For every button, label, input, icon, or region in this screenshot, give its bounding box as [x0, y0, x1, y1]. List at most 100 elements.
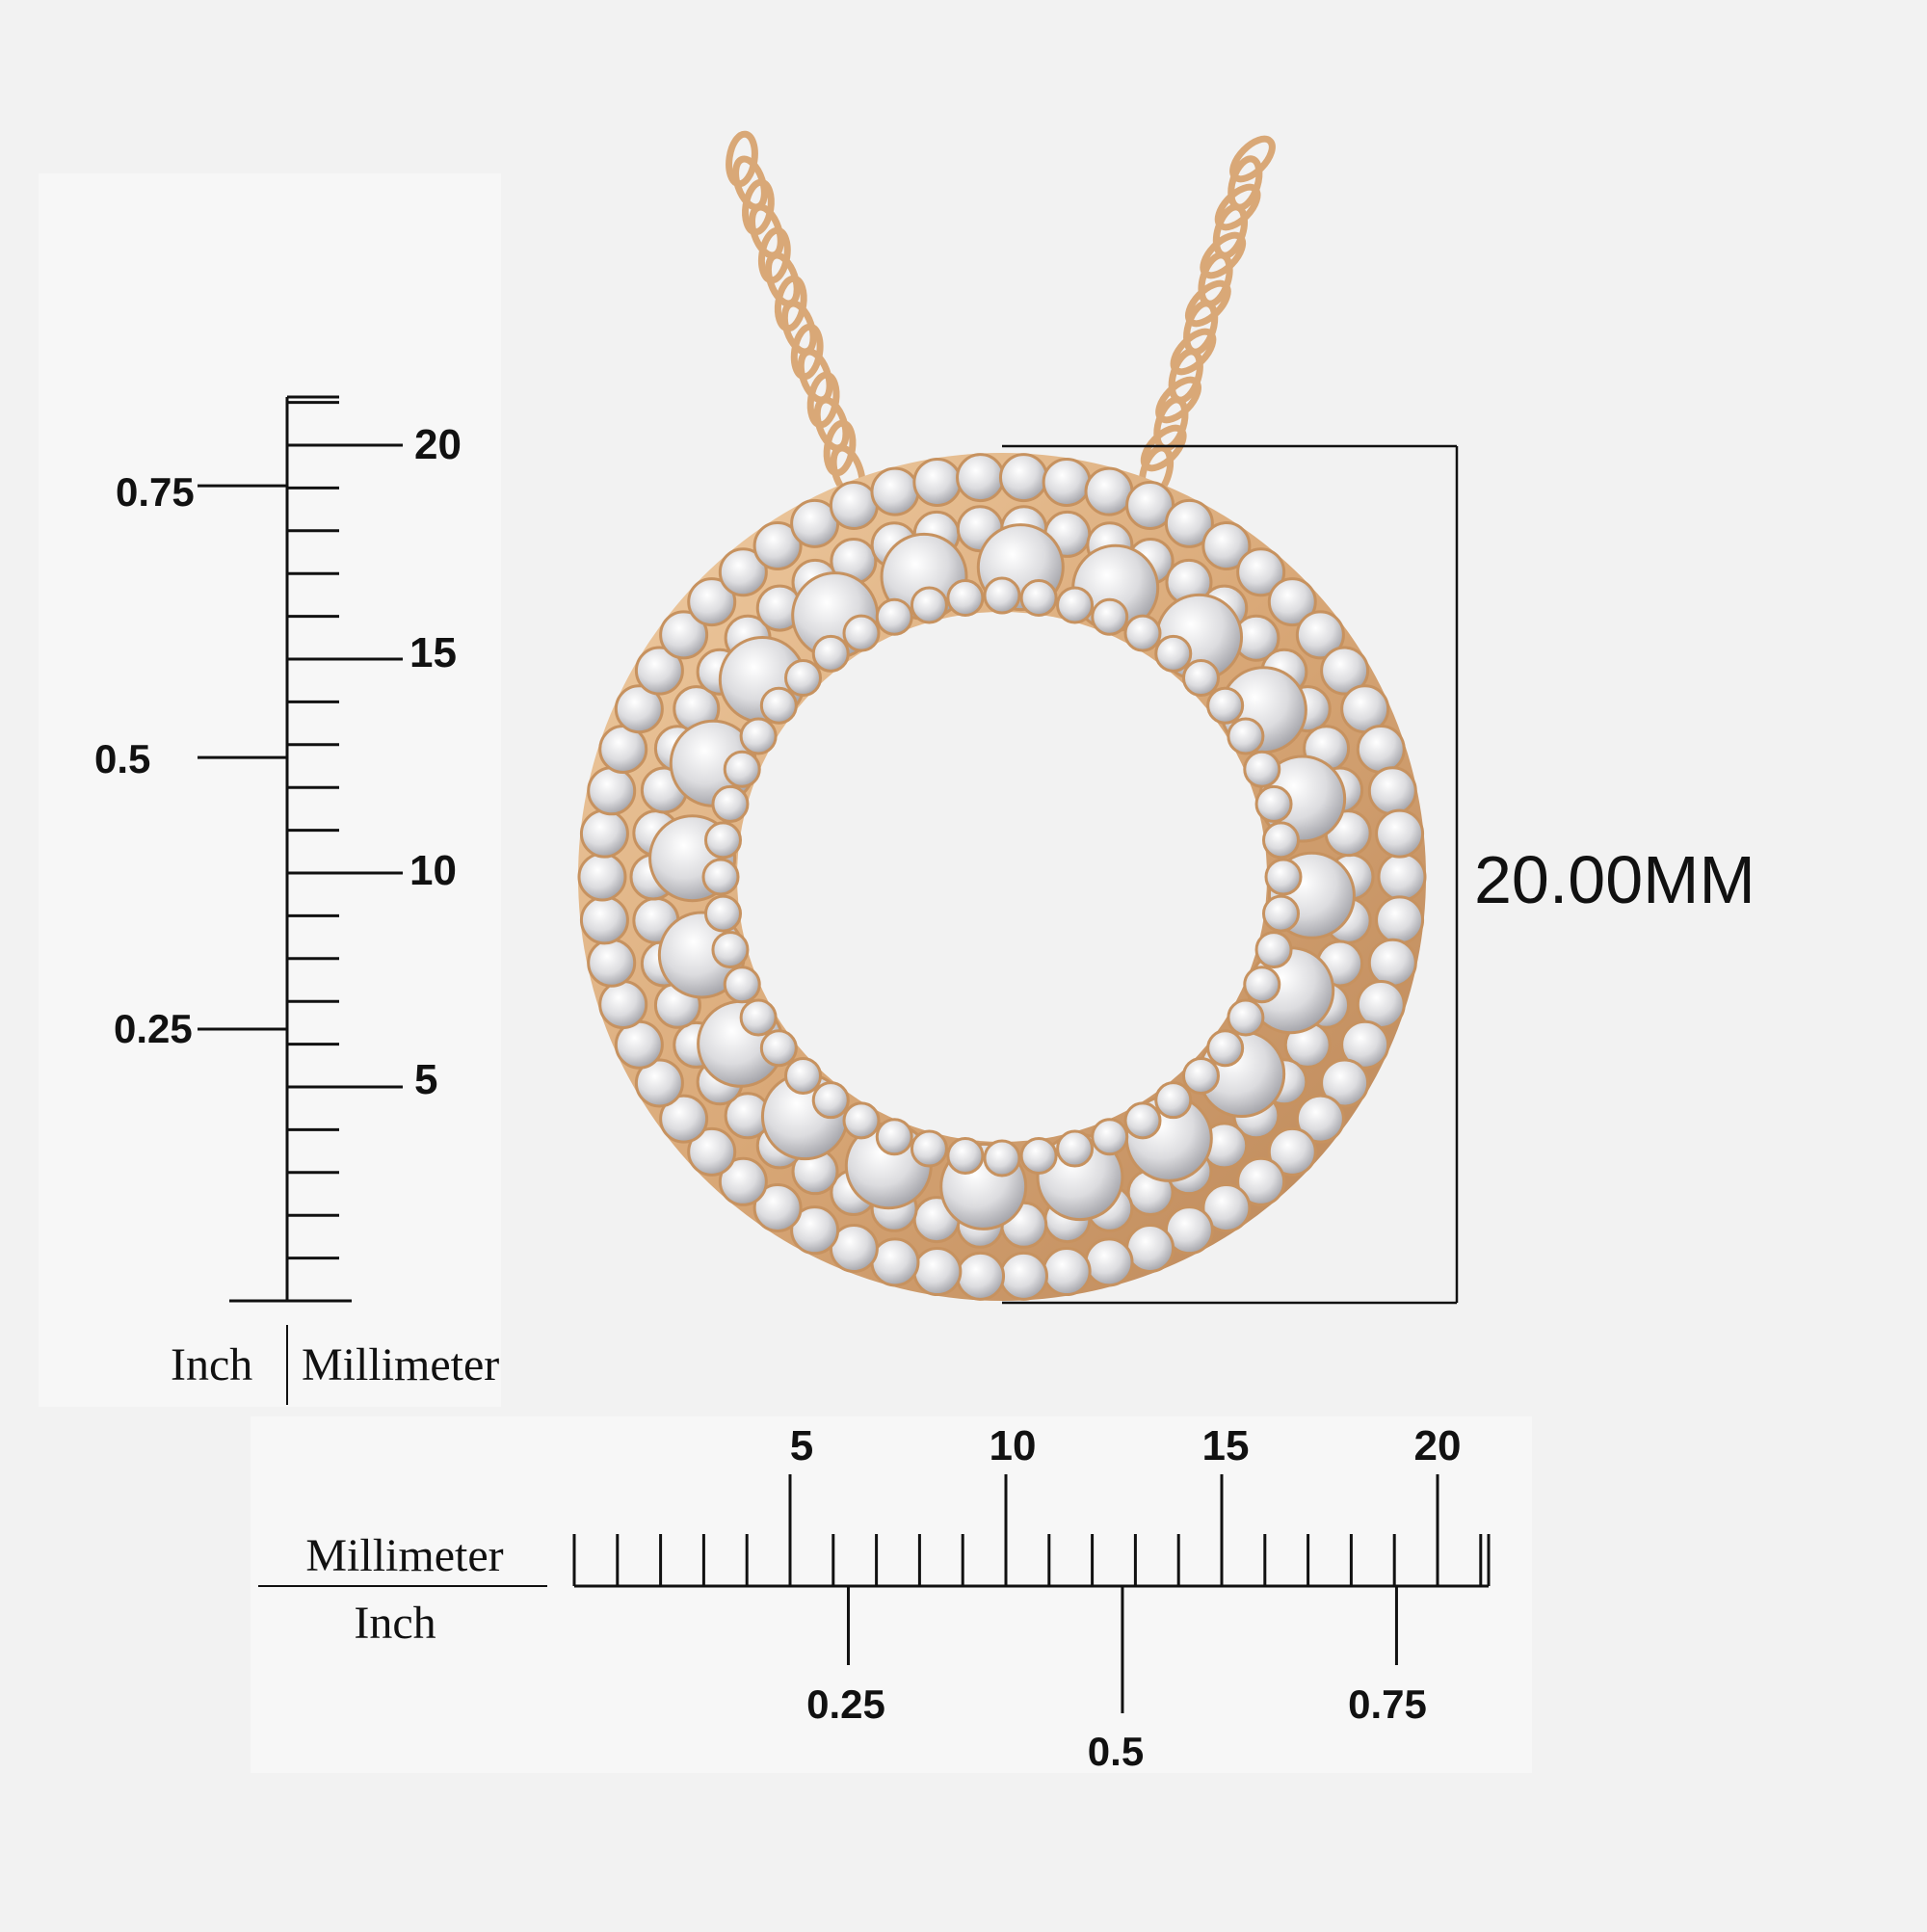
diamond-stone	[1206, 1029, 1245, 1068]
diamond-stone	[687, 1126, 737, 1177]
diamond-stone	[1019, 1137, 1058, 1176]
diamond-stone	[811, 634, 850, 673]
diamond-stone	[998, 1251, 1048, 1301]
diamond-stone	[1295, 610, 1345, 660]
horizontal-mm-label: 15	[1202, 1422, 1250, 1469]
diamond-stone	[1091, 597, 1129, 636]
diamond-stone	[1206, 686, 1245, 725]
diamond-stone	[912, 457, 963, 507]
diamond-stone	[1042, 457, 1092, 507]
diamond-stone	[811, 1081, 850, 1120]
diamond-stone	[829, 480, 879, 530]
vertical-inch-label: 0.5	[94, 736, 150, 781]
diamond-stone	[910, 586, 948, 624]
horizontal-mm-label: 5	[790, 1422, 813, 1469]
diamond-stone	[1154, 634, 1193, 673]
diamond-stone	[1264, 858, 1303, 896]
diamond-stone	[711, 784, 750, 823]
dimension-label: 20.00MM	[1474, 842, 1755, 917]
diamond-stone	[1320, 646, 1370, 696]
diamond-stone	[946, 578, 985, 617]
diamond-stone	[711, 931, 750, 969]
horizontal-ruler-caption-millimeter: Millimeter	[305, 1530, 503, 1581]
diamond-stone	[1243, 750, 1281, 788]
vertical-mm-label: 5	[414, 1056, 437, 1103]
diamond-stone	[723, 750, 761, 788]
diamond-stone	[1295, 1094, 1345, 1144]
diamond-stone	[1243, 966, 1281, 1004]
diamond-stone	[784, 1056, 823, 1095]
diamond-stone	[1320, 1058, 1370, 1108]
diamond-stone	[1154, 1081, 1193, 1120]
diamond-circle-pendant-icon	[577, 453, 1427, 1301]
vertical-ruler	[198, 395, 403, 1303]
dimension-bracket	[1002, 444, 1459, 1305]
diamond-stone	[1340, 1019, 1390, 1070]
diamond-stone	[1019, 578, 1058, 617]
diamond-stone	[718, 547, 768, 597]
diamond-stone	[1262, 821, 1301, 860]
diamond-stone	[703, 894, 742, 933]
diamond-stone	[983, 1139, 1021, 1178]
diamond-stone	[577, 852, 627, 902]
diamond-stone	[998, 453, 1048, 503]
diamond-stone	[579, 895, 629, 945]
diamond-stone	[598, 980, 648, 1030]
diamond-stone	[739, 998, 778, 1037]
horizontal-mm-label: 10	[990, 1422, 1037, 1469]
horizontal-ruler-panel	[251, 1416, 1532, 1773]
diamond-stone	[1227, 717, 1265, 755]
diamond-stone	[1084, 1237, 1134, 1287]
diamond-stone	[1123, 614, 1162, 652]
diamond-stone	[870, 466, 920, 516]
diamond-stone	[1056, 1129, 1095, 1168]
diamond-stone	[1227, 998, 1265, 1037]
diamond-stone	[1236, 547, 1286, 597]
diamond-stone	[1236, 1156, 1286, 1206]
diamond-stone	[1084, 466, 1134, 516]
diamond-stone	[659, 610, 709, 660]
horizontal-ruler	[572, 1474, 1491, 1713]
diamond-stone	[790, 1205, 840, 1256]
diamond-stone	[1267, 577, 1317, 627]
diamond-stone	[842, 1101, 881, 1140]
horizontal-inch-label: 0.5	[1088, 1729, 1144, 1774]
diamond-stone	[739, 717, 778, 755]
diamond-stone	[1181, 1056, 1220, 1095]
vertical-mm-label: 20	[414, 421, 462, 468]
diamond-stone	[1356, 724, 1406, 774]
diamond-stone	[1375, 808, 1425, 859]
diamond-stone	[956, 1251, 1006, 1301]
diamond-stone	[614, 684, 664, 734]
diamond-stone	[1123, 1101, 1162, 1140]
diamond-stone	[875, 1118, 913, 1156]
chain-icon	[1138, 135, 1276, 500]
diamond-stone	[1254, 931, 1293, 969]
diamond-stone	[1377, 852, 1427, 902]
diamond-stone	[983, 576, 1021, 615]
diamond-stone	[752, 1182, 803, 1232]
diamond-stone	[910, 1129, 948, 1168]
diamond-stone	[875, 597, 913, 636]
horizontal-inch-label: 0.75	[1348, 1681, 1427, 1727]
diamond-stone	[587, 938, 637, 988]
chain-icon	[726, 130, 866, 500]
diamond-stone	[956, 453, 1006, 503]
diamond-stone	[912, 1247, 963, 1297]
vertical-ruler-caption-millimeter: Millimeter	[302, 1339, 499, 1390]
vertical-mm-label: 10	[409, 847, 457, 894]
diamond-stone	[659, 1094, 709, 1144]
diamond-stone	[723, 966, 761, 1004]
diamond-stone	[634, 646, 684, 696]
diamond-stone	[870, 1237, 920, 1287]
diamond-stone	[842, 614, 881, 652]
diamond-stone	[634, 1058, 684, 1108]
diamond-stone	[1375, 895, 1425, 945]
diamond-stone	[752, 521, 803, 571]
diamond-stone	[579, 808, 629, 859]
diamond-stone	[1056, 586, 1095, 624]
diamond-stone	[1091, 1118, 1129, 1156]
vertical-inch-label: 0.25	[114, 1006, 193, 1051]
